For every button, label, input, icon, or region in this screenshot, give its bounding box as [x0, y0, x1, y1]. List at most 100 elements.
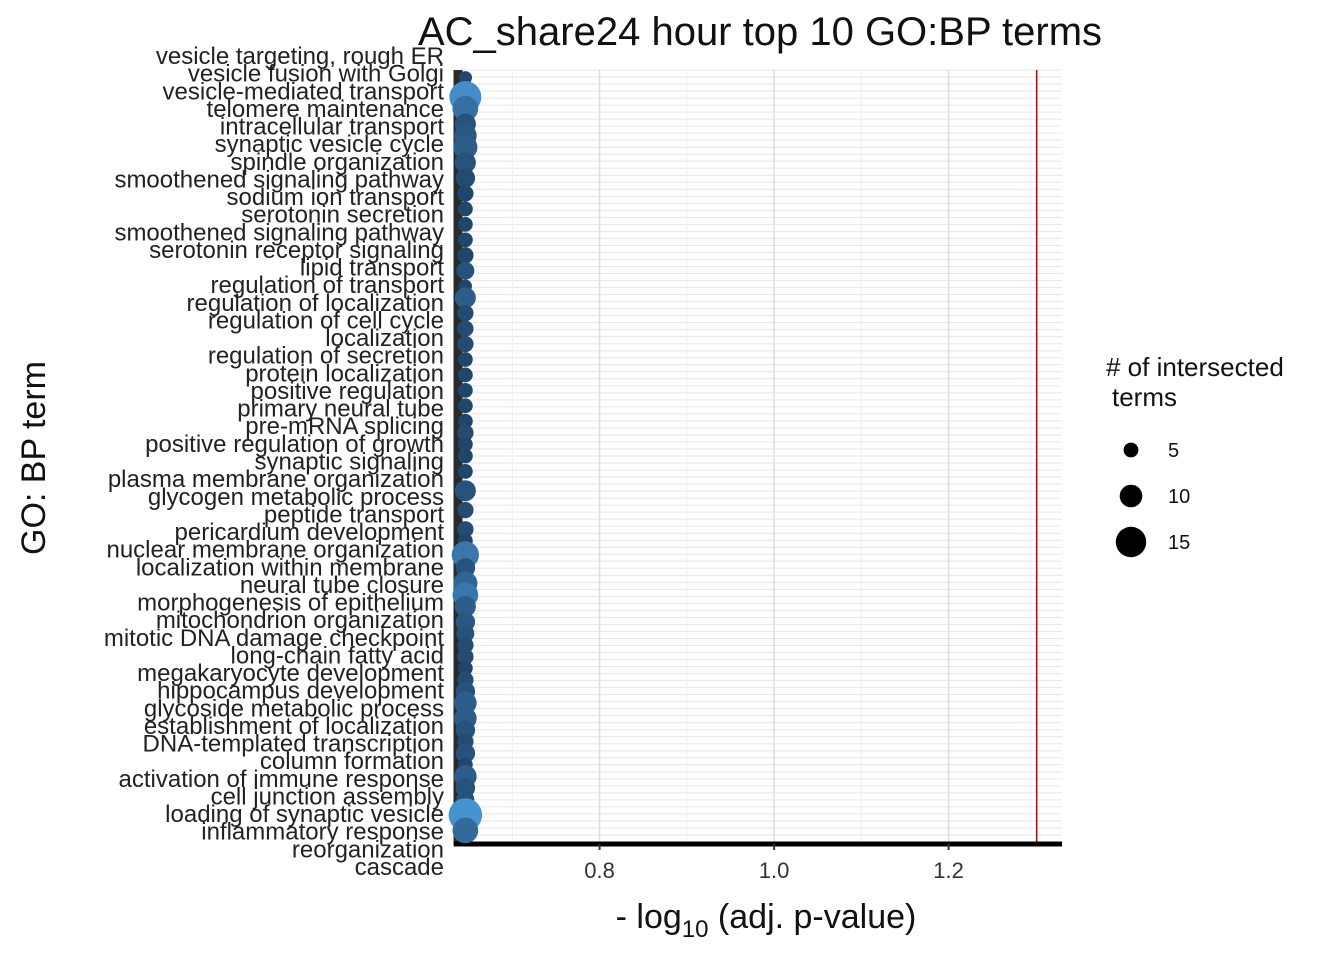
- y-tick-label: hippocampus development: [157, 678, 444, 705]
- data-point: [457, 660, 473, 676]
- data-point: [454, 152, 476, 174]
- data-point: [452, 95, 479, 122]
- data-point: [457, 352, 473, 367]
- y-tick-label: lipid transport: [300, 255, 444, 282]
- data-point: [457, 464, 473, 479]
- legend-size-label: 5: [1168, 440, 1179, 462]
- data-points: [448, 71, 483, 844]
- data-point: [453, 135, 478, 160]
- data-point: [457, 320, 474, 337]
- data-point: [454, 596, 476, 618]
- y-tick-label: reorganization: [292, 836, 444, 863]
- data-point: [457, 448, 473, 464]
- y-tick-label: protein localization: [245, 360, 444, 387]
- data-point: [457, 185, 474, 202]
- data-point: [457, 232, 473, 248]
- y-tick-label: neural tube closure: [240, 572, 444, 599]
- y-tick-label: plasma membrane organization: [108, 466, 444, 493]
- y-tick-label: synaptic signaling: [255, 449, 444, 476]
- data-point: [457, 424, 474, 442]
- y-tick-label: cell junction assembly: [211, 783, 444, 810]
- data-point: [454, 691, 477, 715]
- x-tick-label: 0.8: [584, 858, 615, 883]
- y-tick-label: mitotic DNA damage checkpoint: [104, 625, 444, 652]
- legend-size-key: [1119, 484, 1143, 508]
- y-tick-label: serotonin secretion: [241, 202, 444, 229]
- y-axis-title: GO: BP term: [15, 361, 53, 555]
- y-tick-label: glycoside metabolic process: [144, 695, 444, 722]
- y-tick-label: sodium ion transport: [227, 184, 445, 211]
- legend-size-key: [1115, 526, 1147, 558]
- y-tick-label: vesicle targeting, rough ER: [156, 43, 444, 70]
- y-tick-label: regulation of secretion: [208, 343, 444, 370]
- y-tick-label: megakaryocyte development: [137, 660, 444, 687]
- data-point: [457, 247, 474, 264]
- y-tick-label: intracellular transport: [220, 114, 444, 141]
- y-tick-label: primary neural tube: [237, 396, 444, 423]
- chart-title: AC_share24 hour top 10 GO:BP terms: [418, 10, 1102, 54]
- y-tick-label: loading of synaptic vesicle: [165, 801, 444, 828]
- y-tick-label: regulation of transport: [211, 272, 445, 299]
- y-tick-label: smoothened signaling pathway: [114, 219, 444, 246]
- y-tick-label: column formation: [260, 748, 444, 775]
- y-tick-label: peptide transport: [264, 501, 444, 528]
- y-tick-label: inflammatory response: [201, 819, 444, 846]
- y-tick-label: telomere maintenance: [207, 96, 444, 123]
- y-tick-label: localization: [325, 325, 444, 352]
- data-point: [457, 382, 473, 398]
- data-point: [455, 743, 476, 763]
- y-tick-label: positive regulation of growth: [145, 431, 444, 458]
- data-point: [457, 413, 473, 429]
- y-tick-label: glycogen metabolic process: [148, 484, 444, 511]
- x-tick-labels: 0.8 1.0 1.2: [584, 844, 964, 883]
- y-tick-label: nuclear membrane organization: [106, 537, 444, 564]
- y-tick-label: positive regulation: [251, 378, 444, 405]
- y-tick-label: long-chain fatty acid: [231, 642, 444, 669]
- data-point: [454, 287, 476, 309]
- y-tick-label: smoothened signaling pathway: [114, 166, 444, 193]
- data-point: [457, 217, 473, 232]
- legend: # of intersected terms 5 10 15: [1106, 352, 1284, 558]
- x-axis-title-prefix: - log: [616, 898, 682, 936]
- y-tick-label: regulation of cell cycle: [208, 307, 444, 334]
- data-point: [455, 168, 476, 188]
- data-point: [457, 501, 474, 519]
- y-tick-label: vesicle-mediated transport: [163, 78, 445, 105]
- legend-size-label: 15: [1168, 532, 1190, 554]
- y-tick-label: DNA-templated transcription: [143, 731, 444, 758]
- data-point: [457, 367, 473, 383]
- legend-title-line2: terms: [1112, 382, 1177, 412]
- data-point: [457, 437, 473, 452]
- y-tick-label: serotonin receptor signaling: [149, 237, 444, 264]
- y-tick-label: regulation of localization: [187, 290, 445, 317]
- x-axis-title-subscript: 10: [682, 916, 709, 943]
- data-point: [457, 335, 474, 353]
- y-tick-label: morphogenesis of epithelium: [137, 590, 444, 617]
- data-point: [457, 398, 473, 414]
- data-point: [454, 480, 476, 502]
- x-axis-title-suffix: (adj. p-value): [708, 898, 916, 936]
- x-tick-label: 1.2: [933, 858, 964, 883]
- plot-panel: [453, 69, 1062, 847]
- x-tick-label: 1.0: [759, 858, 790, 883]
- y-tick-label: spindle organization: [231, 149, 444, 176]
- y-tick-label: vesicle fusion with Golgi: [188, 61, 444, 88]
- x-axis-title: - log10 (adj. p-value): [616, 898, 917, 943]
- data-point: [457, 521, 474, 538]
- y-tick-label: pericardium development: [175, 519, 445, 546]
- data-point: [456, 261, 475, 280]
- legend-size-label: 10: [1168, 486, 1190, 508]
- legend-title-line1: # of intersected: [1106, 352, 1284, 382]
- y-tick-label: synaptic vesicle cycle: [215, 131, 444, 158]
- data-point: [457, 636, 474, 654]
- y-tick-label: pre-mRNA splicing: [245, 413, 444, 440]
- y-tick-label: mitochondrion organization: [156, 607, 444, 634]
- data-point: [456, 624, 475, 643]
- data-point: [457, 648, 474, 665]
- legend-size-key: [1123, 442, 1139, 458]
- data-point: [452, 817, 479, 844]
- data-point: [457, 305, 474, 322]
- data-point: [455, 720, 476, 740]
